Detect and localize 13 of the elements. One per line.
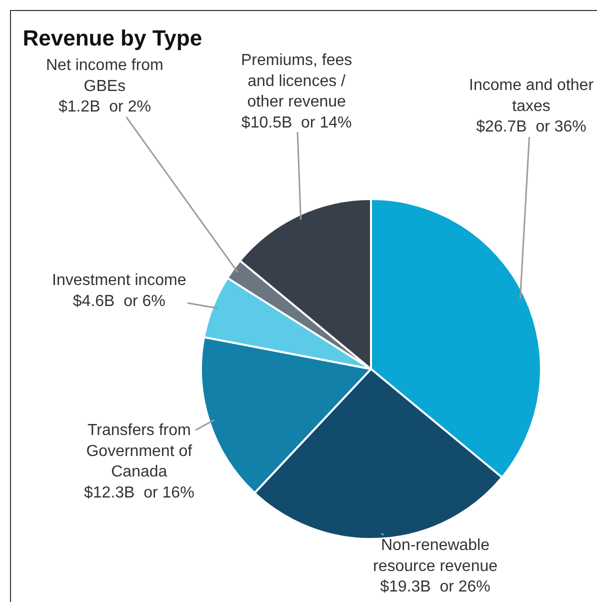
data-label: $19.3B or 26% [380, 578, 490, 596]
slice-label: Net income from GBEs [46, 57, 164, 95]
data-label: $1.2B or 2% [58, 98, 151, 116]
data-label: $4.6B or 6% [72, 292, 166, 310]
chart-title: Revenue by Type [22, 25, 202, 50]
slice-label: Non-renewable resource revenue [373, 537, 498, 575]
data-label: $26.7B or 36% [476, 118, 586, 136]
data-label: $10.5B or 14% [241, 114, 352, 132]
slice-label: Transfers from Government of Canada [86, 422, 193, 481]
slice-label: Investment income [52, 272, 186, 289]
data-label: $12.3B or 16% [84, 484, 194, 502]
slice-label: Premiums, fees and licences / other revenue [241, 52, 352, 111]
slice-label: Income and other taxes [469, 77, 594, 115]
